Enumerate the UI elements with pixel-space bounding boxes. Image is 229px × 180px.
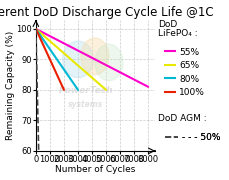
- Legend: - - - 50%: - - - 50%: [160, 129, 223, 145]
- Title: Different DoD Discharge Cycle Life @1C: Different DoD Discharge Cycle Life @1C: [0, 6, 213, 19]
- Text: DoD: DoD: [157, 20, 176, 29]
- Ellipse shape: [62, 41, 93, 78]
- Text: PowerTech: PowerTech: [58, 86, 113, 95]
- Text: DoD AGM :: DoD AGM :: [157, 114, 205, 123]
- Ellipse shape: [80, 38, 109, 75]
- Text: LiFePO₄ :: LiFePO₄ :: [157, 29, 196, 38]
- X-axis label: Number of Cycles: Number of Cycles: [55, 165, 135, 174]
- Y-axis label: Remaining Capacity (%): Remaining Capacity (%): [5, 31, 14, 140]
- Text: systems: systems: [68, 100, 103, 109]
- Ellipse shape: [94, 44, 123, 81]
